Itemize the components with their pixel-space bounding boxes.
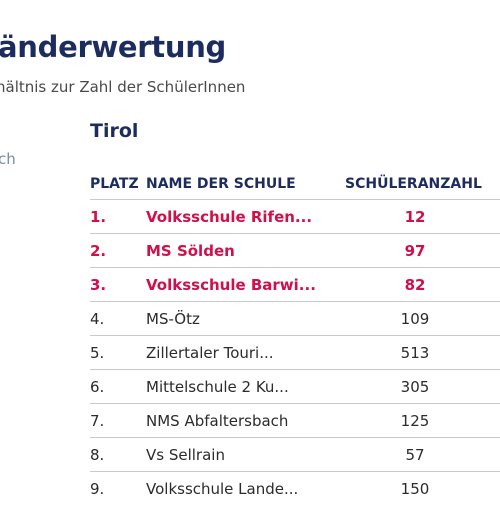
table-row[interactable]: 9. Volksschule Lande... 150 [90,471,500,505]
row-student-count: 513 [400,344,430,362]
row-rank: 3. [90,276,107,294]
row-student-count: 305 [400,378,430,396]
row-school-name[interactable]: NMS Abfaltersbach [146,412,289,430]
table-row[interactable]: 2. MS Sölden 97 [90,233,500,267]
table-row[interactable]: 6. Mittelschule 2 Ku... 305 [90,369,500,403]
row-school-name[interactable]: Volksschule Barwi... [146,276,316,294]
row-rank: 4. [90,310,105,328]
page-title: änderwertung [0,30,227,64]
row-school-name[interactable]: MS Sölden [146,242,235,260]
row-school-name[interactable]: MS-Ötz [146,310,200,328]
table-row[interactable]: 1. Volksschule Rifen... 12 [90,199,500,233]
side-navigation-link[interactable]: ch [0,150,16,168]
row-student-count: 150 [400,480,430,498]
row-student-count: 12 [404,208,426,226]
row-student-count: 57 [405,446,425,464]
row-rank: 2. [90,242,107,260]
column-header-name: NAME DER SCHULE [146,176,296,192]
row-student-count: 97 [404,242,426,260]
table-row[interactable]: 8. Vs Sellrain 57 [90,437,500,471]
row-rank: 8. [90,446,105,464]
table-row[interactable]: 4. MS-Ötz 109 [90,301,500,335]
row-student-count: 125 [400,412,430,430]
row-school-name[interactable]: Vs Sellrain [146,446,225,464]
row-rank: 1. [90,208,107,226]
ranking-table: 1. Volksschule Rifen... 12 2. MS Sölden … [90,199,500,505]
row-rank: 7. [90,412,105,430]
table-header: PLATZ NAME DER SCHULE SCHÜLERANZAHL [90,176,500,196]
row-school-name[interactable]: Zillertaler Touri... [146,344,274,362]
row-school-name[interactable]: Volksschule Rifen... [146,208,313,226]
page-subtitle: hältnis zur Zahl der SchülerInnen [0,78,246,96]
region-heading: Tirol [90,120,139,142]
row-school-name[interactable]: Volksschule Lande... [146,480,299,498]
column-header-platz: PLATZ [90,176,139,192]
table-row[interactable]: 5. Zillertaler Touri... 513 [90,335,500,369]
row-school-name[interactable]: Mittelschule 2 Ku... [146,378,289,396]
row-rank: 6. [90,378,105,396]
row-rank: 5. [90,344,105,362]
table-row[interactable]: 3. Volksschule Barwi... 82 [90,267,500,301]
column-header-count: SCHÜLERANZAHL [345,176,482,192]
table-row[interactable]: 7. NMS Abfaltersbach 125 [90,403,500,437]
row-student-count: 109 [400,310,430,328]
row-student-count: 82 [404,276,426,294]
row-rank: 9. [90,480,105,498]
